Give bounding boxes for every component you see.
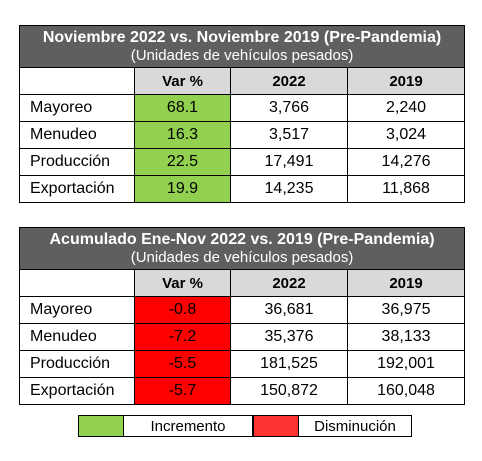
var-cell: 19.9: [134, 175, 231, 203]
legend: Incremento Disminución: [78, 415, 412, 437]
row-label: Producción: [19, 148, 135, 176]
table-row: Menudeo 16.3 3,517 3,024: [19, 121, 466, 149]
value-2022: 181,525: [230, 350, 348, 378]
table-title: Noviembre 2022 vs. Noviembre 2019 (Pre-P…: [42, 28, 442, 46]
value-2019: 38,133: [346, 323, 466, 351]
row-label: Exportación: [19, 175, 135, 203]
var-cell: 22.5: [134, 148, 231, 176]
var-cell: -5.7: [134, 377, 231, 405]
value-2019: 14,276: [346, 148, 466, 176]
value-2022: 17,491: [230, 148, 348, 176]
col-header-var: Var %: [134, 269, 231, 297]
value-2019: 160,048: [346, 377, 466, 405]
value-2019: 2,240: [346, 94, 466, 122]
table-row: Producción -5.5 181,525 192,001: [19, 350, 466, 378]
table-row: Producción 22.5 17,491 14,276: [19, 148, 466, 176]
value-2022: 3,517: [230, 121, 348, 149]
legend-increase-swatch: [78, 415, 124, 437]
value-2019: 3,024: [346, 121, 466, 149]
legend-increase-label: Incremento: [124, 415, 253, 437]
row-label: Producción: [19, 350, 135, 378]
var-cell: -0.8: [134, 296, 231, 324]
legend-decrease-swatch: [253, 415, 299, 437]
table-subtitle: (Unidades de vehículos pesados): [130, 46, 354, 64]
table-row: Mayoreo -0.8 36,681 36,975: [19, 296, 466, 324]
table-title: Acumulado Ene-Nov 2022 vs. 2019 (Pre-Pan…: [49, 230, 435, 248]
col-header-2022: 2022: [230, 67, 348, 95]
col-header-2019: 2019: [346, 67, 466, 95]
november-comparison-table: Noviembre 2022 vs. Noviembre 2019 (Pre-P…: [18, 25, 466, 203]
col-header-var: Var %: [134, 67, 231, 95]
value-2022: 150,872: [230, 377, 348, 405]
row-label: Mayoreo: [19, 94, 135, 122]
row-label: Mayoreo: [19, 296, 135, 324]
var-cell: -5.5: [134, 350, 231, 378]
table-row: Mayoreo 68.1 3,766 2,240: [19, 94, 466, 122]
value-2022: 14,235: [230, 175, 348, 203]
var-cell: 68.1: [134, 94, 231, 122]
row-label: Menudeo: [19, 121, 135, 149]
cumulative-comparison-table: Acumulado Ene-Nov 2022 vs. 2019 (Pre-Pan…: [18, 227, 466, 405]
var-cell: 16.3: [134, 121, 231, 149]
table-subtitle: (Unidades de vehículos pesados): [130, 248, 354, 266]
table-header: Noviembre 2022 vs. Noviembre 2019 (Pre-P…: [18, 25, 466, 68]
row-label: Menudeo: [19, 323, 135, 351]
value-2019: 11,868: [346, 175, 466, 203]
row-label: Exportación: [19, 377, 135, 405]
legend-decrease-label: Disminución: [299, 415, 412, 437]
value-2022: 36,681: [230, 296, 348, 324]
col-header-2019: 2019: [346, 269, 466, 297]
var-cell: -7.2: [134, 323, 231, 351]
table-row: Exportación 19.9 14,235 11,868: [19, 175, 466, 203]
value-2022: 3,766: [230, 94, 348, 122]
table-row: Menudeo -7.2 35,376 38,133: [19, 323, 466, 351]
corner-cell: [19, 269, 135, 297]
value-2019: 36,975: [346, 296, 466, 324]
corner-cell: [19, 67, 135, 95]
value-2022: 35,376: [230, 323, 348, 351]
table-header: Acumulado Ene-Nov 2022 vs. 2019 (Pre-Pan…: [18, 227, 466, 270]
col-header-2022: 2022: [230, 269, 348, 297]
table-row: Exportación -5.7 150,872 160,048: [19, 377, 466, 405]
value-2019: 192,001: [346, 350, 466, 378]
